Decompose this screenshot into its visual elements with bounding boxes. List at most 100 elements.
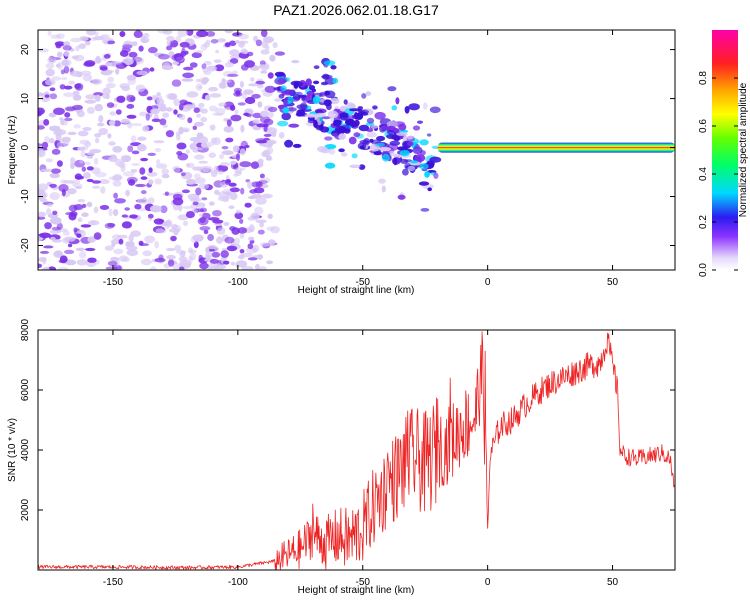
spectrogram-cell [239, 161, 252, 168]
x-tick-label: 50 [607, 277, 619, 288]
spectrogram-cell [254, 206, 264, 215]
spectrogram-cell [44, 222, 52, 230]
spectrogram-cell [412, 125, 421, 131]
spectrogram-cell [220, 250, 229, 258]
spectrogram-cell [199, 226, 211, 231]
spectrogram-cell [266, 226, 275, 231]
spectrogram-cell [330, 65, 337, 70]
spectrogram-cell [408, 103, 420, 111]
spectrogram-cell [407, 141, 414, 147]
spectrogram-cell [259, 242, 271, 247]
spectrogram-cell [260, 177, 271, 184]
spectrogram-cell [251, 244, 260, 252]
spectrogram-cell [130, 169, 138, 173]
spectrogram-cell [130, 123, 143, 127]
spectrogram-cell [113, 120, 121, 127]
spectrogram-cell [313, 80, 320, 85]
spectrogram-cell [175, 35, 182, 43]
spectrogram-cell [47, 31, 52, 36]
spectrogram-cell [86, 152, 95, 156]
spectrogram-cell [176, 142, 187, 150]
spectrogram-cell [266, 146, 274, 155]
spectrogram-cell [419, 163, 429, 170]
spectrogram-cell [171, 79, 182, 87]
x-tick-label: -50 [356, 277, 371, 288]
spectrogram-cell [393, 153, 402, 159]
spectrogram-cell [417, 120, 423, 124]
spectrogram-cell [278, 93, 285, 99]
spectrogram-cell [99, 66, 108, 71]
spectrogram-cell [248, 224, 255, 233]
spectrogram-cell [280, 85, 287, 92]
spectrogram-cell [264, 85, 276, 93]
spectrogram-cell [139, 243, 150, 247]
spectrogram-cell [186, 91, 199, 98]
spectrogram-cell [64, 112, 71, 118]
spectrogram-cell [381, 185, 386, 193]
spectrogram-cell [164, 191, 169, 196]
spectrogram-cell [349, 108, 361, 112]
spectrogram-cell [292, 143, 302, 148]
x-tick-label: -150 [103, 577, 123, 588]
spectrogram-cell [375, 142, 386, 147]
spectrogram-cell [267, 72, 274, 79]
spectrogram-border [37, 29, 676, 271]
spectrogram-cell [266, 260, 274, 265]
spectrogram-cell [82, 203, 87, 208]
spectrogram-cell [247, 181, 253, 189]
spectrogram-cell [208, 152, 216, 158]
spectrogram-cell [112, 180, 122, 187]
spectrogram-cell [148, 218, 153, 221]
spectrogram-cell [99, 205, 110, 210]
spectrogram-cell [76, 233, 82, 238]
spectrogram-cell [118, 255, 129, 262]
spectrogram-cell [56, 142, 63, 148]
spectrogram-cell [126, 74, 137, 81]
spectrogram-cell [232, 173, 239, 177]
spectrogram-cell [173, 229, 179, 236]
x-tick-label: 0 [485, 277, 491, 288]
spectrogram-cell [232, 70, 238, 75]
spectrogram-cell [154, 240, 160, 249]
spectrogram-cell [277, 120, 289, 127]
spectrogram-cell [148, 167, 153, 173]
spectrogram-cell [155, 163, 168, 169]
spectrogram-cell [59, 255, 68, 263]
spectrogram-cell [160, 205, 168, 214]
spectrogram-cell [173, 165, 181, 174]
spectrogram-cell [131, 150, 140, 155]
spectrogram-cell [211, 251, 221, 258]
spectrogram-cell [147, 213, 154, 219]
spectrogram-cell [105, 62, 113, 67]
spectrogram-cell [257, 101, 263, 108]
spectrogram-cell [94, 31, 99, 37]
spectrogram-cell [76, 259, 88, 266]
spectrogram-cell [257, 229, 265, 235]
snr-series-line [38, 331, 675, 570]
spectrogram-cell [207, 244, 217, 250]
spectrogram-cell [54, 41, 65, 47]
spectrogram-cell [255, 263, 260, 270]
spectrogram-cell [239, 81, 244, 88]
spectrogram-cell [210, 170, 218, 178]
spectrogram-cell [263, 133, 272, 137]
snr-y-label: SNR (10 * v/v) [7, 418, 18, 482]
spectrogram-cell [328, 148, 336, 155]
spectrogram-cell [72, 104, 83, 110]
spectrogram-cell [67, 131, 77, 136]
spectrogram-cell [196, 132, 204, 140]
spectrogram-cell [87, 236, 96, 243]
spectrogram-cell [179, 41, 190, 48]
spectrogram-cell [108, 208, 113, 217]
spectrogram-cell [230, 160, 237, 165]
spectrogram-cell [323, 99, 332, 107]
spectrogram-cell [230, 114, 242, 122]
spectrogram-cell [185, 149, 190, 154]
spectrogram-cell [64, 249, 75, 255]
spectrogram-cell [91, 78, 102, 85]
spectrogram-cell [194, 147, 203, 151]
x-tick-label: -100 [228, 277, 248, 288]
spectrogram-cell [135, 84, 146, 92]
spectrogram-cell [150, 108, 160, 115]
